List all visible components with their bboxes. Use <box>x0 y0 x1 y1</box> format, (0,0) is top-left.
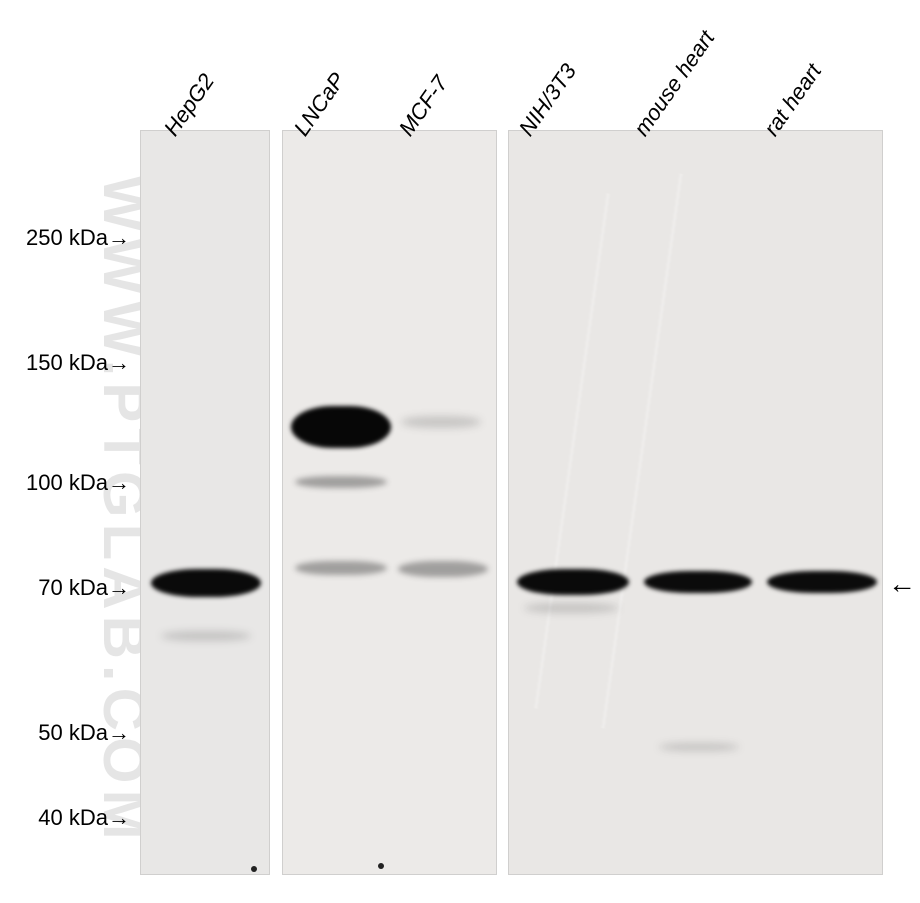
band-lncap <box>295 561 387 575</box>
mw-marker: 70 kDa→ <box>0 575 130 601</box>
artifact-dot <box>378 863 384 869</box>
lane-label: NIH/3T3 <box>514 59 582 141</box>
target-band-arrow-icon: ← <box>888 568 916 600</box>
band-mcf-7 <box>401 416 481 428</box>
artifact-dot <box>251 866 257 872</box>
band-lncap <box>291 406 391 448</box>
blot-panel-1 <box>140 130 270 875</box>
mw-marker: 50 kDa→ <box>0 720 130 746</box>
band-nih-3t3 <box>524 603 619 613</box>
membrane-streak <box>600 173 684 728</box>
band-hepg2 <box>161 631 251 641</box>
blot-panel-3 <box>508 130 883 875</box>
mw-marker: 40 kDa→ <box>0 805 130 831</box>
band-hepg2 <box>151 569 261 597</box>
band-mcf-7 <box>398 561 488 577</box>
mw-marker: 250 kDa→ <box>0 225 130 251</box>
band-mouse-heart <box>659 743 739 751</box>
band-nih-3t3 <box>517 569 629 595</box>
blot-panel-2 <box>282 130 497 875</box>
band-mouse-heart <box>644 571 752 593</box>
lane-label: rat heart <box>759 59 827 141</box>
band-lncap <box>295 476 387 488</box>
band-rat-heart <box>767 571 877 593</box>
western-blot-figure: WWW.PTGLAB.COM HepG2 LNCaP MCF-7 NIH/3T3… <box>0 0 920 903</box>
mw-marker: 150 kDa→ <box>0 350 130 376</box>
membrane-streak <box>533 193 611 709</box>
lane-label: mouse heart <box>629 26 720 141</box>
mw-marker: 100 kDa→ <box>0 470 130 496</box>
